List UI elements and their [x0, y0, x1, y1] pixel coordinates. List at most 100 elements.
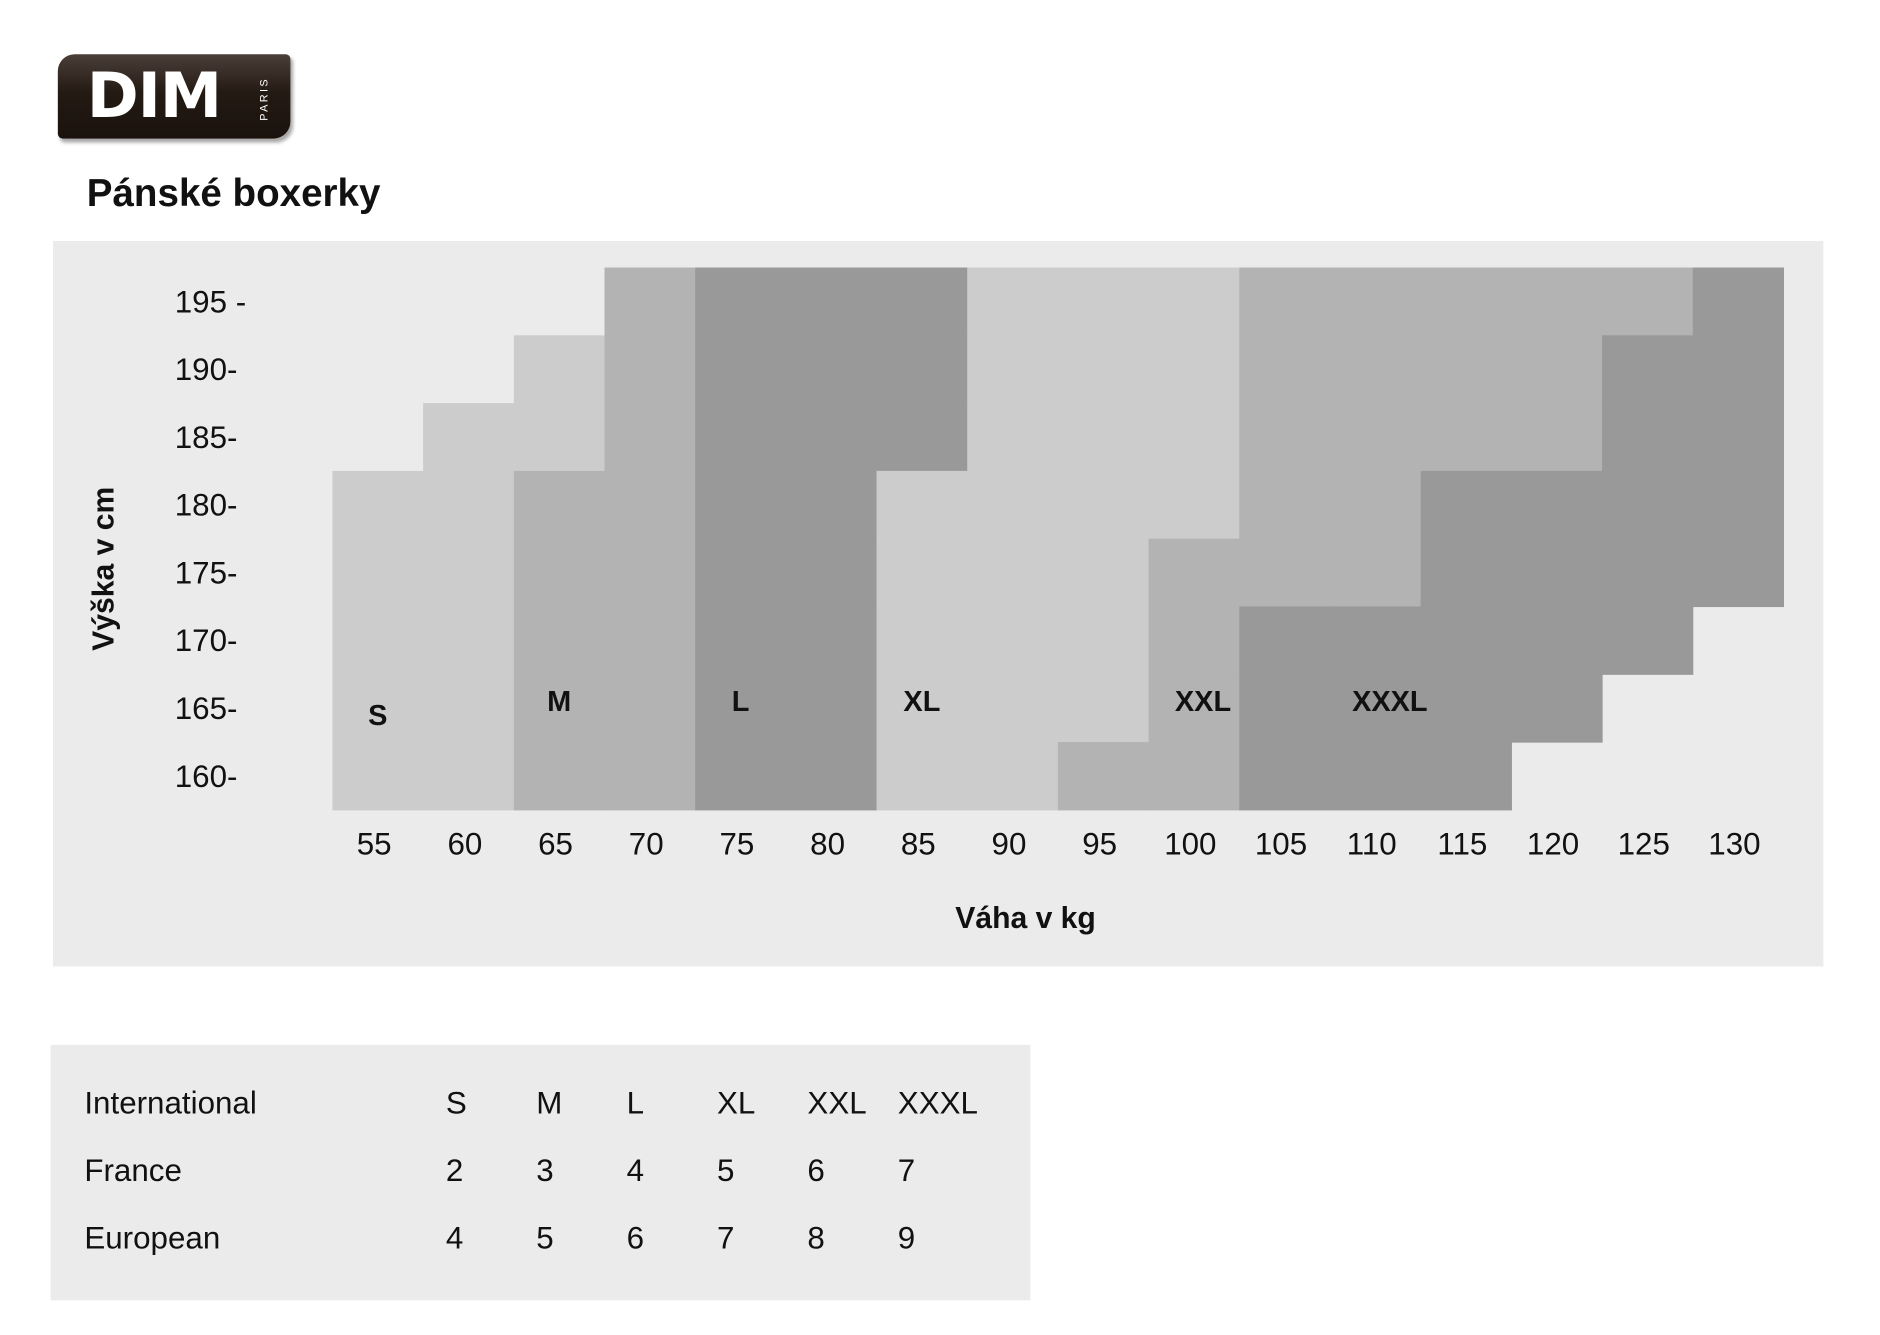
size-cell-xxxl: [1420, 538, 1512, 608]
size-chart: S M L XL XXL XXXL 195 - 190- 185- 180- 175- 170- 165…: [87, 267, 1784, 935]
size-cell-xxxl: [1692, 538, 1784, 608]
size-cell-xl: [1057, 674, 1150, 743]
size-cell-xl: [876, 674, 968, 743]
size-cell-xl: [876, 470, 968, 540]
size-cell-xl: [967, 742, 1059, 811]
y-tick-label: 180-: [175, 488, 238, 523]
size-cell-l: [876, 267, 968, 336]
size-cell-m: [513, 470, 606, 540]
size-cell-xl: [967, 403, 1059, 472]
size-cell-xl: [1148, 267, 1240, 336]
size-cell-xxl: [1239, 267, 1331, 336]
size-cell-xxl: [1329, 267, 1422, 336]
y-axis-title: Výška v cm: [87, 487, 120, 651]
x-tick-label: 130: [1708, 826, 1760, 861]
size-cell-m: [604, 742, 696, 811]
size-cell-xxl: [1239, 403, 1331, 472]
size-cell-m: [513, 742, 606, 811]
size-cell-xxxl: [1602, 335, 1694, 404]
table-cell: 7: [717, 1219, 735, 1256]
table-cell: M: [536, 1084, 563, 1121]
size-cell-l: [785, 606, 878, 675]
y-tick-label: 160-: [175, 759, 238, 794]
size-cell-xxxl: [1602, 538, 1694, 608]
size-cell-l: [695, 267, 787, 336]
y-tick-label: 195 -: [175, 284, 246, 319]
table-cell: 5: [717, 1152, 735, 1189]
x-tick-label: 125: [1618, 826, 1670, 861]
dim-logo: DIM PARIS: [57, 54, 291, 139]
table-cell: XL: [717, 1084, 756, 1121]
x-tick-label: 100: [1164, 826, 1216, 861]
size-cell-s: [423, 403, 515, 472]
size-cell-xxl: [1057, 742, 1150, 811]
table-cell: 5: [536, 1219, 554, 1256]
size-cell-l: [785, 742, 878, 811]
table-cell: 2: [445, 1152, 464, 1189]
size-cell-l: [785, 267, 878, 336]
size-cell-xl: [967, 335, 1059, 404]
size-cell-l: [695, 335, 787, 404]
size-cell-xxl: [1511, 267, 1603, 336]
size-cell-l: [876, 335, 968, 404]
table-cell: 7: [897, 1152, 916, 1189]
page-title: Pánské boxerky: [86, 171, 381, 215]
size-cell-xxxl: [1329, 606, 1422, 675]
y-tick-label: 185-: [175, 420, 238, 455]
size-cell-xl: [1057, 470, 1150, 540]
size-cell-xxl: [1239, 470, 1331, 540]
size-cell-xl: [967, 538, 1059, 608]
table-cell: 3: [536, 1152, 554, 1189]
x-tick-label: 105: [1255, 826, 1307, 861]
x-tick-label: 85: [901, 826, 936, 861]
table-cell: 8: [807, 1219, 825, 1256]
size-cell-xxl: [1148, 606, 1240, 675]
size-cell-xxl: [1420, 403, 1512, 472]
table-cell: 4: [445, 1219, 464, 1256]
size-cell-xxxl: [1511, 470, 1603, 540]
table-cell: 4: [626, 1152, 645, 1189]
size-cell-xxxl: [1602, 606, 1694, 675]
x-tick-label: 90: [992, 826, 1027, 861]
size-cell-xxxl: [1239, 606, 1331, 675]
size-cell-xxxl: [1239, 674, 1331, 743]
size-cell-s: [332, 606, 424, 675]
size-cell-s: [513, 403, 606, 472]
y-tick-label: 165-: [175, 691, 238, 726]
x-tick-label: 70: [629, 826, 664, 861]
size-cell-s: [423, 470, 515, 540]
table-cell: 6: [807, 1152, 825, 1189]
table-cell: L: [626, 1084, 645, 1121]
size-cell-m: [604, 538, 696, 608]
size-cell-l: [695, 742, 787, 811]
size-cell-s: [332, 470, 424, 540]
y-tick-label: 190-: [175, 352, 238, 387]
size-cell-xxxl: [1511, 538, 1603, 608]
size-label-m: M: [547, 686, 571, 718]
size-cell-s: [513, 335, 606, 404]
table-cell: XXXL: [897, 1084, 978, 1121]
size-cell-xxl: [1329, 335, 1422, 404]
x-tick-label: 60: [447, 826, 482, 861]
size-cell-xl: [967, 267, 1059, 336]
size-label-xl: XL: [903, 686, 940, 718]
size-cell-xxl: [1329, 470, 1422, 540]
size-cell-xl: [1148, 335, 1240, 404]
size-cell-xxl: [1239, 335, 1331, 404]
size-cell-xl: [1057, 538, 1150, 608]
table-cell: 9: [897, 1219, 916, 1256]
size-cell-xl: [876, 606, 968, 675]
size-label-l: L: [732, 686, 750, 718]
size-cell-xl: [1057, 403, 1150, 472]
row-label: European: [84, 1219, 221, 1256]
size-cell-m: [513, 538, 606, 608]
size-cell-m: [513, 606, 606, 675]
x-tick-label: 95: [1082, 826, 1117, 861]
size-cell-xxl: [1420, 267, 1512, 336]
size-cell-s: [332, 674, 424, 743]
size-cell-xl: [1057, 335, 1150, 404]
size-cell-l: [695, 674, 787, 743]
size-cell-l: [695, 538, 787, 608]
size-cell-xxl: [1420, 335, 1512, 404]
